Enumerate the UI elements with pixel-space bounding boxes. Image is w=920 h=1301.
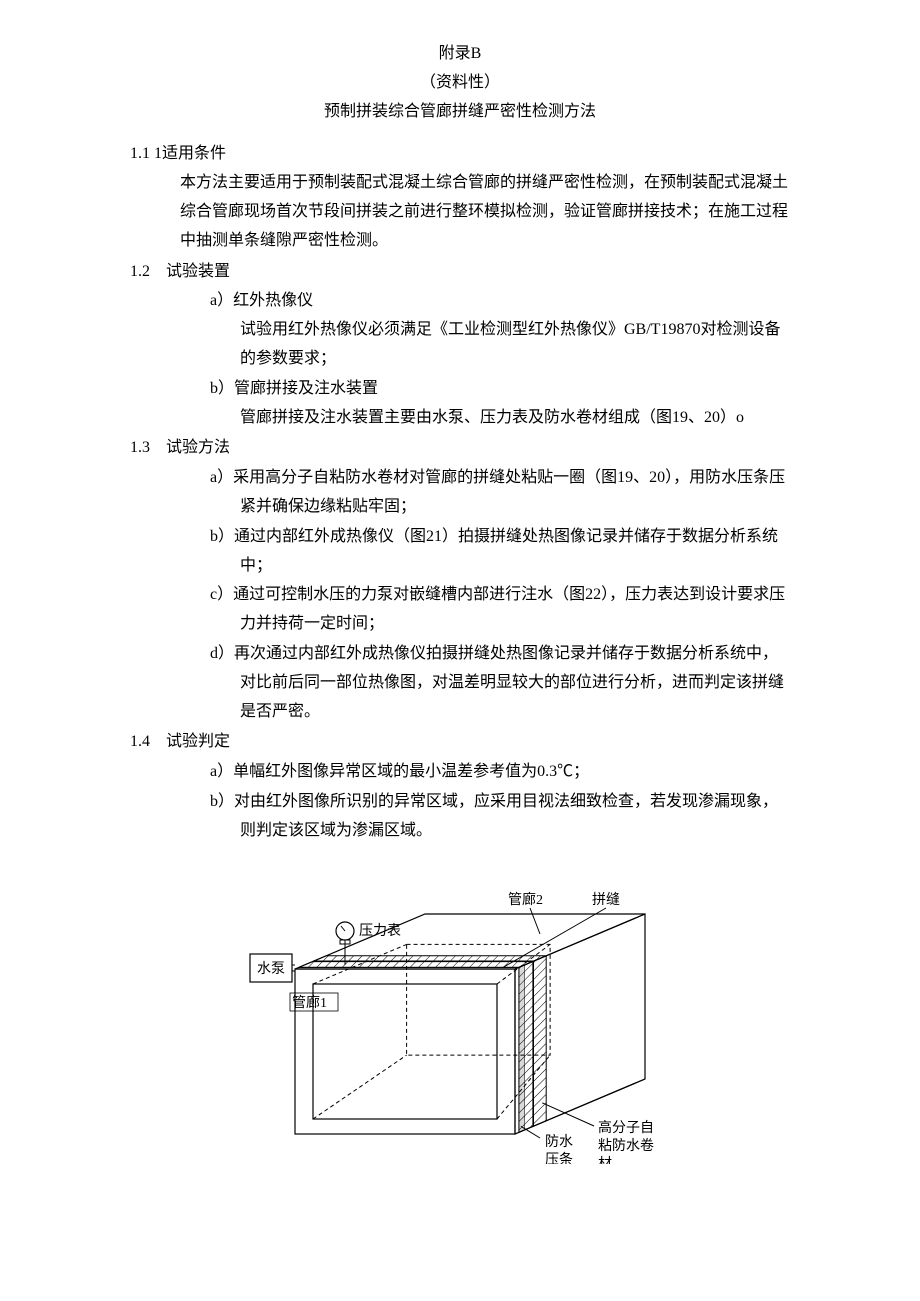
doc-type: （资料性）: [130, 69, 790, 98]
svg-text:防水: 防水: [545, 1134, 573, 1150]
doc-title: 预制拼装综合管廊拼缝严密性检测方法: [130, 98, 790, 127]
svg-text:水泵: 水泵: [257, 961, 285, 977]
appendix-label: 附录B: [130, 40, 790, 69]
figure-container: 水泵 压力表管廊1 管廊2 拼缝防水压条 高分子自粘防水卷材: [130, 874, 790, 1164]
svg-text:粘防水卷: 粘防水卷: [598, 1138, 654, 1154]
section-title: 1适用条件: [154, 145, 226, 162]
section-num: 1.1: [130, 145, 150, 162]
doc-header: 附录B （资料性） 预制拼装综合管廊拼缝严密性检测方法: [130, 40, 790, 126]
svg-text:拼缝: 拼缝: [592, 892, 620, 908]
svg-text:压条: 压条: [545, 1151, 573, 1164]
section-title: 试验方法: [166, 439, 230, 456]
svg-text:管廊1: 管廊1: [292, 994, 327, 1011]
svg-text:材: 材: [598, 1156, 612, 1164]
section-num: 1.3: [130, 439, 150, 456]
item-b-body: 管廊拼接及注水装置主要由水泵、压力表及防水卷材组成（图19、20）o: [210, 404, 790, 433]
svg-text:高分子自: 高分子自: [598, 1119, 654, 1136]
section-title: 试验判定: [166, 733, 230, 750]
section-body: 本方法主要适用于预制装配式混凝土综合管廊的拼缝严密性检测，在预制装配式混凝土综合…: [130, 169, 790, 255]
item-a-body: 试验用红外热像仪必须满足《工业检测型红外热像仪》GB/T19870对检测设备的参…: [210, 316, 790, 374]
item-b-label: b）管廊拼接及注水装置: [210, 375, 790, 404]
section-title: 试验装置: [166, 263, 230, 280]
svg-text:管廊2: 管廊2: [508, 891, 543, 908]
section-num: 1.2: [130, 263, 150, 280]
svg-text:压力表: 压力表: [359, 923, 401, 939]
section-1-2: 1.2 试验装置 a）红外热像仪 试验用红外热像仪必须满足《工业检测型红外热像仪…: [130, 258, 790, 433]
item-c: c）通过可控制水压的力泵对嵌缝槽内部进行注水（图22），压力表达到设计要求压力并…: [210, 581, 790, 639]
item-a-label: a）红外热像仪: [210, 287, 790, 316]
section-1-3: 1.3 试验方法 a）采用高分子自粘防水卷材对管廊的拼缝处粘贴一圈（图19、20…: [130, 434, 790, 726]
item-b: b）通过内部红外成热像仪（图21）拍摄拼缝处热图像记录并储存于数据分析系统中；: [210, 523, 790, 581]
item-a: a）单幅红外图像异常区域的最小温差参考值为0.3℃；: [210, 758, 790, 787]
diagram-svg: 水泵 压力表管廊1 管廊2 拼缝防水压条 高分子自粘防水卷材: [240, 874, 680, 1164]
section-1-1: 1.11适用条件 本方法主要适用于预制装配式混凝土综合管廊的拼缝严密性检测，在预…: [130, 140, 790, 255]
section-num: 1.4: [130, 733, 150, 750]
section-1-4: 1.4 试验判定 a）单幅红外图像异常区域的最小温差参考值为0.3℃； b）对由…: [130, 728, 790, 845]
item-a: a）采用高分子自粘防水卷材对管廊的拼缝处粘贴一圈（图19、20），用防水压条压紧…: [210, 464, 790, 522]
item-d: d）再次通过内部红外成热像仪拍摄拼缝处热图像记录并储存于数据分析系统中，对比前后…: [210, 640, 790, 726]
item-b: b）对由红外图像所识别的异常区域，应采用目视法细致检查，若发现渗漏现象，则判定该…: [210, 788, 790, 846]
